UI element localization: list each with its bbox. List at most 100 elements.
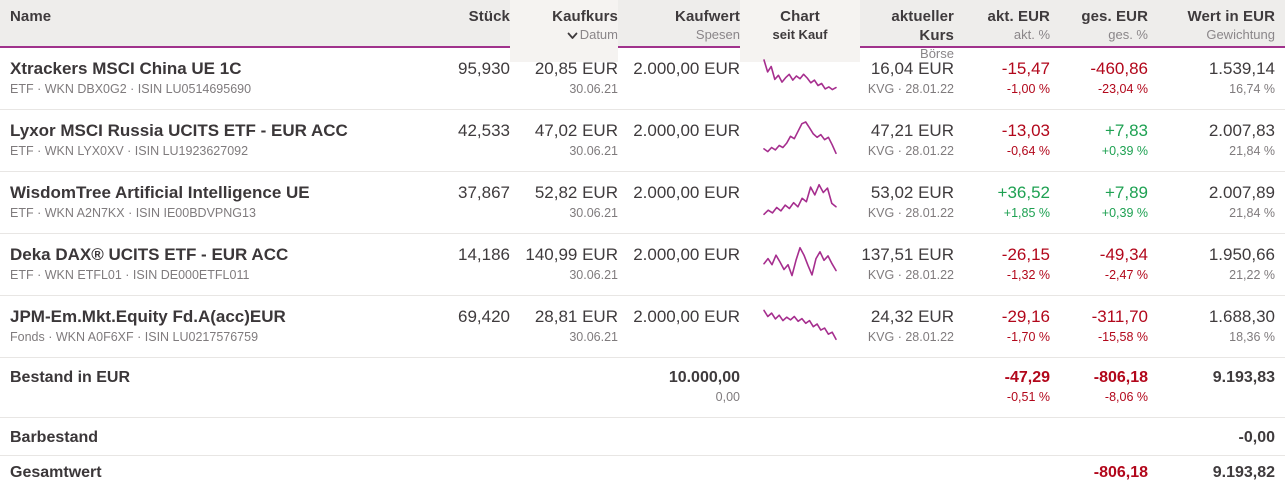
kauf-datum: 30.06.21 (569, 206, 618, 220)
position-name-link[interactable]: Deka DAX® UCITS ETF - EUR ACC (10, 245, 289, 264)
ges-pct-value: -23,04 % (1097, 82, 1148, 96)
column-label: Kaufwert (675, 8, 740, 25)
position-name-link[interactable]: JPM-Em.Mkt.Equity Fd.A(acc)EUR (10, 307, 286, 326)
aktueller-kurs-value: 137,51 EUR (861, 245, 954, 264)
sparkline-chart[interactable] (760, 240, 840, 286)
akt-pct-value: -1,00 % (1006, 82, 1050, 96)
stueck-value: 42,533 (458, 121, 510, 140)
total-row-barbestand: Barbestand -0,00 (0, 418, 1285, 456)
column-header-akt-eur[interactable]: akt. EUR akt. % (954, 0, 1051, 62)
ges-pct-value: +0,39 % (1101, 144, 1148, 158)
stueck-value: 14,186 (458, 245, 510, 264)
column-sublabel: ges. % (1108, 27, 1148, 42)
aktueller-kurs-value: 16,04 EUR (870, 59, 954, 78)
ges-eur-value: +7,83 (1104, 121, 1148, 140)
kaufwert-value: 2.000,00 EUR (633, 307, 740, 326)
akt-eur-value: -29,16 (1001, 307, 1050, 326)
kauf-datum: 30.06.21 (569, 330, 618, 344)
kaufwert-value: 2.000,00 EUR (633, 59, 740, 78)
gewichtung-value: 18,36 % (1229, 330, 1275, 344)
akt-eur-value: -15,47 (1001, 59, 1050, 78)
position-row: Lyxor MSCI Russia UCITS ETF - EUR ACC ET… (0, 110, 1285, 172)
column-label: aktueller Kurs (891, 8, 954, 44)
column-sublabel: Spesen (695, 27, 740, 42)
gewichtung-value: 21,22 % (1229, 268, 1275, 282)
column-header-wert-in-eur[interactable]: Wert in EUR Gewichtung (1148, 0, 1276, 62)
total-ges-eur: -806,18 (1093, 369, 1148, 386)
column-sublabel: Datum (510, 26, 618, 43)
aktueller-kurs-value: 24,32 EUR (870, 307, 954, 326)
column-header-ges-eur[interactable]: ges. EUR ges. % (1050, 0, 1148, 62)
akt-eur-value: -26,15 (1001, 245, 1050, 264)
column-header-kaufkurs[interactable]: Kaufkurs Datum (510, 0, 618, 62)
akt-eur-value: -13,03 (1001, 121, 1050, 140)
wert-value: 1.950,66 (1208, 245, 1275, 264)
column-header-name[interactable]: Name (10, 0, 370, 62)
gesamtwert-wert: 9.193,82 (1212, 464, 1275, 481)
boerse-info: KVG · 28.01.22 (867, 268, 954, 282)
column-label: Name (10, 8, 52, 25)
boerse-info: KVG · 28.01.22 (867, 330, 954, 344)
sparkline-chart[interactable] (760, 116, 840, 162)
wert-value: 2.007,89 (1208, 183, 1275, 202)
stueck-value: 37,867 (458, 183, 510, 202)
position-details: ETF · WKN LYX0XV · ISIN LU1923627092 (10, 144, 249, 158)
column-sublabel: akt. % (1013, 27, 1050, 42)
total-label: Barbestand (10, 429, 99, 446)
position-name-link[interactable]: Xtrackers MSCI China UE 1C (10, 59, 242, 78)
position-name-link[interactable]: Lyxor MSCI Russia UCITS ETF - EUR ACC (10, 121, 348, 140)
akt-pct-value: -1,70 % (1006, 330, 1050, 344)
column-header-aktueller-kurs[interactable]: aktueller Kurs Börse (860, 0, 954, 62)
column-sublabel: Börse (920, 46, 954, 61)
kaufkurs-value: 140,99 EUR (525, 245, 618, 264)
kauf-datum: 30.06.21 (569, 82, 618, 96)
column-header-kaufwert[interactable]: Kaufwert Spesen (618, 0, 740, 62)
column-label: Stück (468, 8, 510, 25)
kaufkurs-value: 52,82 EUR (534, 183, 618, 202)
column-header-chart[interactable]: Chart seit Kauf (740, 0, 860, 62)
boerse-info: KVG · 28.01.22 (867, 144, 954, 158)
gesamtwert-ges-eur: -806,18 (1093, 464, 1148, 481)
akt-pct-value: +1,85 % (1003, 206, 1050, 220)
position-details: ETF · WKN DBX0G2 · ISIN LU0514695690 (10, 82, 252, 96)
barbestand-wert: -0,00 (1238, 429, 1275, 446)
sparkline-chart[interactable] (760, 178, 840, 224)
total-wert: 9.193,83 (1212, 369, 1275, 386)
stueck-value: 95,930 (458, 59, 510, 78)
boerse-info: KVG · 28.01.22 (867, 206, 954, 220)
kaufwert-value: 2.000,00 EUR (633, 183, 740, 202)
ges-pct-value: +0,39 % (1101, 206, 1148, 220)
aktueller-kurs-value: 47,21 EUR (870, 121, 954, 140)
wert-value: 2.007,83 (1208, 121, 1275, 140)
total-akt-pct: -0,51 % (1006, 390, 1050, 404)
column-sublabel: seit Kauf (772, 27, 828, 42)
kaufkurs-value: 20,85 EUR (534, 59, 618, 78)
kauf-datum: 30.06.21 (569, 268, 618, 282)
column-label: Chart (780, 8, 820, 25)
position-name-link[interactable]: WisdomTree Artificial Intelligence UE (10, 183, 310, 202)
ges-pct-value: -2,47 % (1104, 268, 1148, 282)
kaufkurs-value: 47,02 EUR (534, 121, 618, 140)
total-row-gesamtwert: Gesamtwert -806,18 9.193,82 (0, 456, 1285, 487)
total-akt-eur: -47,29 (1004, 369, 1050, 386)
total-row-bestand: Bestand in EUR 10.000,00 0,00 -47,29 -0,… (0, 358, 1285, 418)
column-header-stueck[interactable]: Stück (370, 0, 510, 62)
column-label: akt. EUR (987, 8, 1050, 25)
wert-value: 1.688,30 (1208, 307, 1275, 326)
sparkline-chart[interactable] (760, 54, 840, 100)
column-label: ges. EUR (1081, 8, 1148, 25)
column-label: Wert in EUR (1187, 8, 1275, 25)
gewichtung-value: 21,84 % (1229, 206, 1275, 220)
position-row: Deka DAX® UCITS ETF - EUR ACC ETF · WKN … (0, 234, 1285, 296)
kauf-datum: 30.06.21 (569, 144, 618, 158)
gewichtung-value: 16,74 % (1229, 82, 1275, 96)
akt-pct-value: -1,32 % (1006, 268, 1050, 282)
total-ges-pct: -8,06 % (1104, 390, 1148, 404)
ges-eur-value: +7,89 (1104, 183, 1148, 202)
ges-eur-value: -460,86 (1090, 59, 1148, 78)
sparkline-chart[interactable] (760, 302, 840, 348)
position-details: ETF · WKN A2N7KX · ISIN IE00BDVPNG13 (10, 206, 256, 220)
column-label: Kaufkurs (552, 8, 618, 25)
akt-eur-value: +36,52 (997, 183, 1050, 202)
akt-pct-value: -0,64 % (1006, 144, 1050, 158)
